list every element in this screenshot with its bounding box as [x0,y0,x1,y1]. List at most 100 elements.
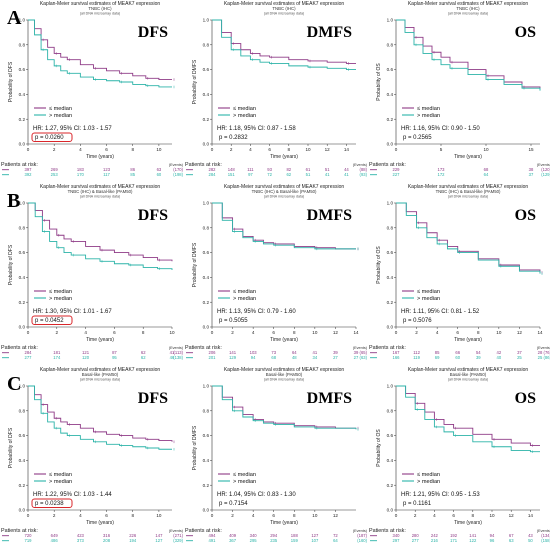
risk-count-high: 60 [455,355,460,360]
risk-count-low: 63 [157,167,162,172]
risk-count-low: 340 [393,533,401,538]
endpoint-label: DFS [138,390,168,407]
plot-title: Kaplan-Meier survival estimates of MEAK7… [224,1,345,7]
y-tick-label: 0.0 [387,325,394,330]
risk-table-label: Patients at risk: [369,528,406,534]
risk-count-low: 61 [306,167,311,172]
risk-count-low: 43 [528,533,533,538]
km-curve-high [396,385,540,453]
y-tick-label: 0.2 [387,483,394,488]
y-tick-label: 0.2 [203,117,210,122]
y-axis-label: Probability of DMFS [192,242,198,287]
risk-count-high: 37 [529,172,534,177]
y-tick-label: 0.6 [387,67,394,72]
risk-count-high: 172 [438,172,446,177]
risk-count-high: 68 [271,355,276,360]
risk-count-high: 171 [450,538,458,543]
y-tick-label: 0.0 [19,142,26,147]
y-tick-label: 1.0 [203,201,210,206]
risk-count-high: 62 [286,172,291,177]
y-tick-label: 1.0 [203,384,210,389]
risk-table-label: Patients at risk: [369,345,406,351]
risk-count-high: 63 [509,538,514,543]
plot-title: Kaplan-Meier survival estimates of MEAK7… [408,184,529,190]
legend-label-high: > median [417,113,440,119]
risk-count-low: 111 [247,167,254,172]
panel-letter: C [7,373,21,395]
risk-count-low: 94 [490,533,495,538]
x-tick-label: 12 [509,513,515,518]
x-tick-label: 2 [415,330,418,335]
risk-count-high: 64 [484,172,489,177]
risk-count-low: 82 [286,167,291,172]
x-tick-label: 8 [131,513,134,518]
plot-title: Kaplan-Meier survival estimates of MEAK7… [40,184,161,190]
risk-events-low: (76) [544,350,550,355]
y-tick-label: 0.0 [387,142,394,147]
risk-events-high: (158) [541,538,550,543]
risk-count-high: 174 [53,355,61,360]
legend-label-low: ≤ median [49,472,72,478]
risk-count-low: 121 [82,350,90,355]
risk-count-low: 72 [333,533,338,538]
risk-events-high: (129) [541,172,550,177]
plot-subtitle-2: (all DNA microarray data) [264,378,304,382]
y-tick-label: 0.4 [19,275,26,280]
risk-count-high: 253 [51,172,59,177]
risk-count-high: 151 [228,172,236,177]
risk-count-high: 216 [431,538,439,543]
risk-count-low: 397 [25,167,33,172]
x-tick-label: 14 [344,147,350,152]
plot-subtitle: TNBC (IHC) [88,6,112,11]
x-tick-label: 12 [333,330,339,335]
risk-events-high: (160) [357,538,367,543]
events-label: (Events) [353,163,368,167]
x-tick-label: 0 [27,513,30,518]
x-tick-label: 6 [105,147,108,152]
x-tick-label: 2 [231,513,234,518]
plot-title: Kaplan-Meier survival estimates of MEAK7… [40,1,161,7]
plot-subtitle-2: (all DNA microarray data) [448,378,488,382]
x-tick-label: 4 [79,147,82,152]
y-tick-label: 0.2 [19,483,26,488]
risk-count-low: 173 [438,167,446,172]
risk-events-high: (138) [173,355,183,360]
p-value: p = 0.5055 [219,318,248,324]
hr-text: HR: 1.04, 95% CI: 0.83 - 1.30 [217,492,296,498]
endpoint-label: DFS [138,207,168,224]
risk-count-low: 148 [228,167,236,172]
risk-count-high: 297 [393,538,401,543]
plot-title: Kaplan-Meier survival estimates of MEAK7… [40,367,161,373]
risk-count-high: 97 [248,172,253,177]
hr-text: HR: 1.11, 95% CI: 0.81 - 1.52 [401,309,480,315]
legend-label-low: ≤ median [49,289,72,295]
y-tick-label: 0.0 [203,142,210,147]
x-tick-label: 0 [395,147,398,152]
x-tick-label: 2 [230,147,233,152]
risk-count-low: 54 [476,350,481,355]
plot-subtitle-2: (all DNA microarray data) [448,195,488,199]
risk-count-low: 229 [393,167,401,172]
x-tick-label: 10 [156,147,162,152]
risk-events-low: (170) [173,167,183,172]
plot-title: Kaplan-Meier survival estimates of MEAK7… [408,367,529,373]
events-label: (Events) [537,529,550,533]
risk-events-low: (271) [173,533,183,538]
x-tick-label: 4 [252,330,255,335]
y-tick-label: 1.0 [19,384,26,389]
risk-count-high: 62 [141,355,146,360]
risk-events-high: (329) [173,538,183,543]
y-tick-label: 0.2 [19,117,26,122]
x-tick-label: 14 [353,330,359,335]
plot-subtitle: TNBC (IHC) & Basal-like (PAM50) [436,189,501,194]
plot-subtitle-2: (all DNA microarray data) [80,195,120,199]
p-value: p = 0.2832 [219,135,248,141]
y-tick-label: 0.6 [19,433,26,438]
endpoint-label: DMFS [307,24,352,41]
hr-text: HR: 1.22, 95% CI: 1.03 - 1.44 [33,492,112,498]
risk-count-low: 51 [325,167,330,172]
x-tick-label: 6 [105,513,108,518]
km-panel-c-dfs: Kaplan-Meier survival estimates of MEAK7… [1,367,184,543]
x-tick-label: 4 [249,147,252,152]
